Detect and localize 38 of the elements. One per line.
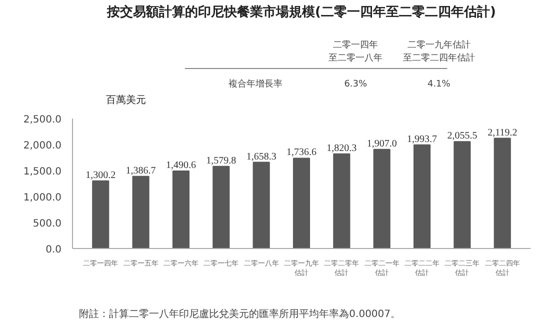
- text: 附註：計算二零一八年印尼盧比兌美元的匯率所用平均年率為0.00007。: [79, 308, 401, 320]
- text: 4.1%: [427, 80, 451, 90]
- y-tick-label: 1,500.0: [23, 166, 62, 178]
- text: 二零一九年估計: [407, 40, 470, 50]
- data-label: 1,820.3: [326, 142, 357, 154]
- y-tick-label: 2,000.0: [23, 140, 62, 152]
- y-axis-title: 百萬美元: [106, 94, 146, 106]
- y-tick-label: 1,000.0: [23, 192, 62, 204]
- bar: [92, 180, 110, 248]
- data-label: 1,490.6: [166, 160, 196, 171]
- bar: [292, 158, 310, 248]
- bar: [413, 144, 431, 248]
- bar: [373, 148, 390, 248]
- text: 複合年增長率: [228, 78, 283, 90]
- bar: [333, 153, 350, 248]
- y-tick-label: 500.0: [32, 218, 62, 230]
- text: 至二零二四年估計: [402, 52, 475, 64]
- bar: [454, 141, 471, 248]
- data-label: 1,658.3: [246, 151, 276, 162]
- data-label: 2,119.2: [488, 127, 518, 138]
- data-label: 1,579.8: [206, 155, 236, 166]
- y-tick-label: 2,500.0: [23, 114, 62, 126]
- data-label: 1,300.2: [86, 170, 116, 181]
- data-label: 2,055.5: [447, 130, 478, 142]
- bar: [172, 170, 190, 248]
- bar: [212, 166, 230, 248]
- y-tick-label: 0.0: [46, 244, 62, 256]
- chart-title: 按交易額計算的印尼快餐業市場規模(二零一四年至二零二四年估計): [106, 4, 496, 20]
- data-label: 1,993.7: [407, 134, 438, 145]
- data-label: 1,736.6: [286, 147, 316, 158]
- bar: [252, 162, 270, 248]
- bar: [132, 176, 150, 248]
- text: 6.3%: [344, 80, 368, 90]
- bar: [494, 138, 511, 248]
- data-label: 1,386.7: [126, 165, 156, 176]
- data-label: 1,907.0: [366, 138, 397, 150]
- text: 至二零一八年: [328, 52, 383, 64]
- text: 二零一四年: [333, 40, 378, 50]
